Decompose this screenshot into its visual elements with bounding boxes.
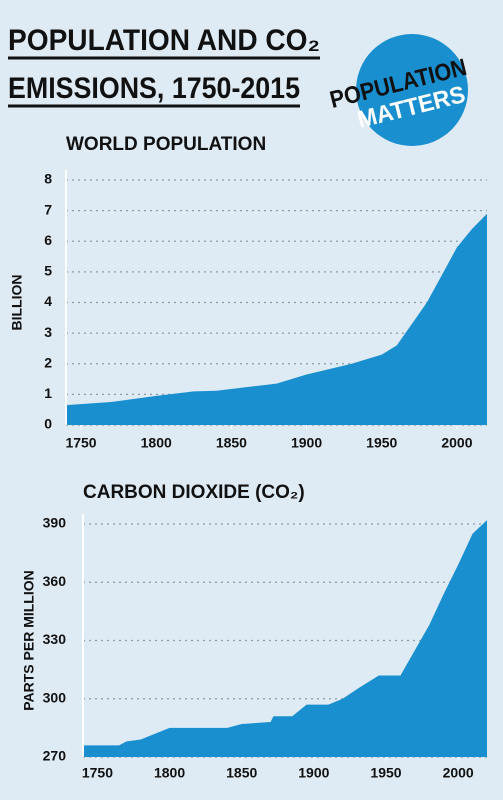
title-line: POPULATION AND CO₂ [8,24,320,57]
y-tick-label: 7 [44,201,52,217]
y-tick-label: 5 [44,263,52,279]
y-tick-label: 4 [44,293,52,309]
y-tick-label: 6 [44,232,52,248]
x-tick-label: 2000 [441,435,472,451]
y-tick-label: 360 [43,573,67,589]
y-tick-label: 330 [43,631,67,647]
title-line: EMISSIONS, 1750-2015 [8,72,300,105]
x-tick-label: 1900 [298,765,329,781]
y-tick-label: 3 [44,324,52,340]
x-tick-label: 1950 [370,765,401,781]
y-axis-label: PARTS PER MILLION [21,570,37,711]
x-tick-label: 1850 [216,435,247,451]
area [66,213,487,425]
x-tick-label: 1950 [366,435,397,451]
area [83,520,487,757]
chart-title: WORLD POPULATION [66,134,266,155]
x-tick-label: 1750 [65,435,96,451]
x-tick-label: 1850 [226,765,257,781]
y-tick-label: 300 [43,689,67,705]
y-tick-label: 1 [44,385,52,401]
y-tick-label: 270 [43,748,67,764]
x-tick-label: 1800 [154,765,185,781]
y-tick-label: 390 [43,515,67,531]
y-tick-label: 8 [44,171,52,187]
x-tick-label: 1900 [291,435,322,451]
logo-circle [356,34,468,146]
y-axis-label: BILLION [9,275,25,331]
y-tick-label: 2 [44,354,52,370]
x-tick-label: 1750 [82,765,113,781]
chart-title: CARBON DIOXIDE (CO₂) [83,482,305,503]
x-tick-label: 1800 [141,435,172,451]
y-tick-label: 0 [44,416,52,432]
x-tick-label: 2000 [443,765,474,781]
